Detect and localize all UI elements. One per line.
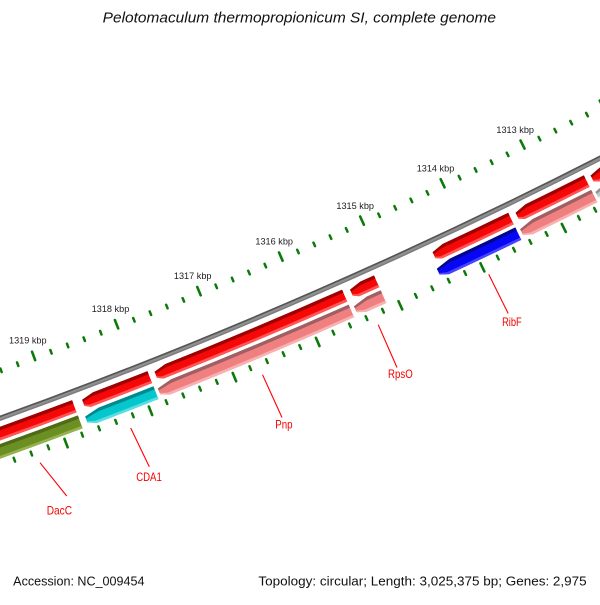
svg-text:Pnp: Pnp <box>275 418 293 432</box>
svg-text:1319 kbp: 1319 kbp <box>9 336 47 346</box>
svg-text:1315 kbp: 1315 kbp <box>336 201 374 211</box>
svg-text:Topology: circular; Length: 3,: Topology: circular; Length: 3,025,375 bp… <box>258 574 586 588</box>
svg-text:1313 kbp: 1313 kbp <box>496 125 534 135</box>
svg-text:1318 kbp: 1318 kbp <box>92 304 130 314</box>
svg-text:1317 kbp: 1317 kbp <box>174 271 212 281</box>
svg-text:Accession: NC_009454: Accession: NC_009454 <box>13 574 144 588</box>
svg-text:Pelotomaculum thermopropionicu: Pelotomaculum thermopropionicum SI, comp… <box>103 10 496 27</box>
svg-text:1316 kbp: 1316 kbp <box>255 237 293 247</box>
svg-text:CDA1: CDA1 <box>136 470 162 484</box>
svg-text:1314 kbp: 1314 kbp <box>417 164 455 174</box>
svg-text:DacC: DacC <box>47 504 73 518</box>
svg-text:RibF: RibF <box>502 315 522 329</box>
svg-text:RpsO: RpsO <box>388 367 413 381</box>
